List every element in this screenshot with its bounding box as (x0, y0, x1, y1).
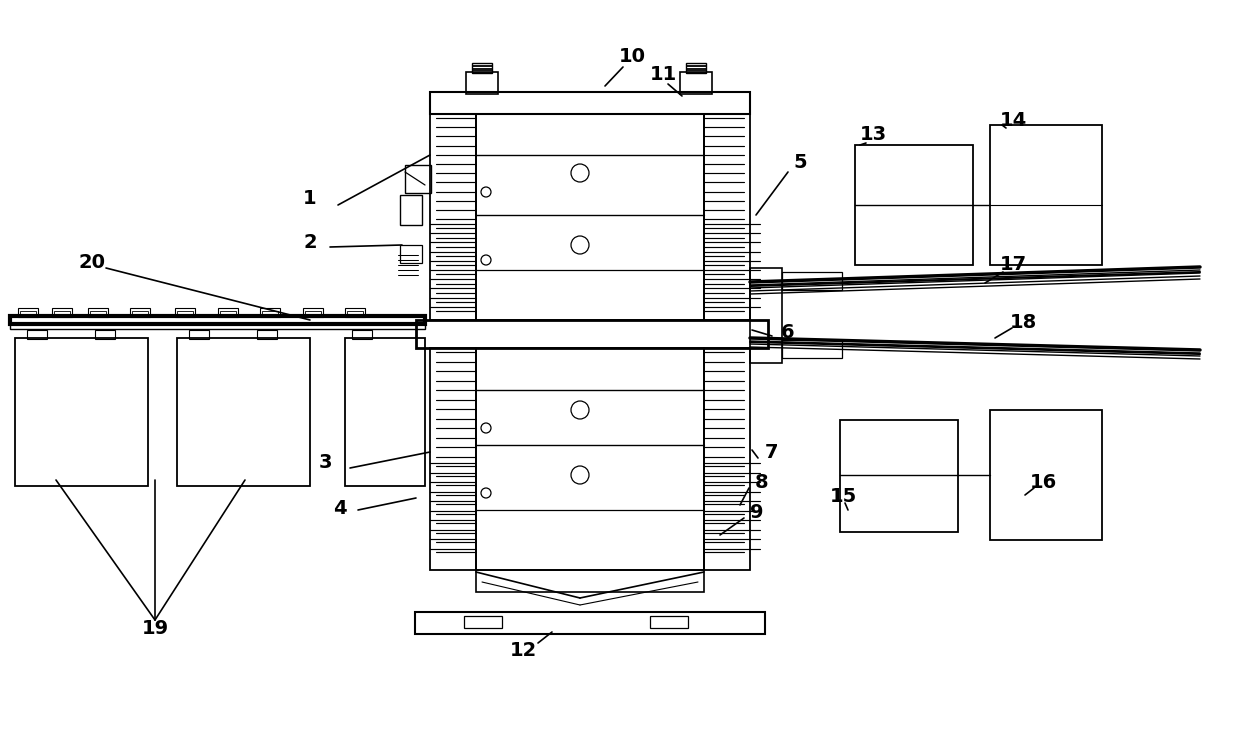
Text: 5: 5 (793, 154, 807, 172)
Text: 1: 1 (304, 189, 317, 207)
Bar (133, 311, 147, 316)
Bar (344, 338, 425, 486)
Text: 17: 17 (1000, 255, 1027, 275)
Bar (476, 570, 704, 592)
Text: 19: 19 (141, 618, 169, 638)
Bar (405, 165, 431, 193)
Bar (704, 114, 750, 320)
Bar (177, 311, 193, 316)
Text: 13: 13 (860, 125, 887, 145)
Bar (52, 308, 72, 317)
Bar (27, 330, 47, 339)
Bar (650, 616, 688, 628)
Bar (305, 311, 321, 316)
Bar (463, 616, 502, 628)
Text: 20: 20 (78, 252, 105, 272)
Bar (95, 330, 115, 339)
Bar (10, 324, 425, 329)
Text: 10: 10 (618, 48, 646, 66)
Bar (990, 410, 1101, 540)
Bar (352, 330, 372, 339)
Bar (990, 125, 1101, 265)
Text: 11: 11 (649, 64, 676, 84)
Bar (782, 340, 843, 358)
Bar (476, 348, 704, 570)
Bar (476, 114, 704, 320)
Text: 2: 2 (304, 233, 317, 251)
Bar (750, 268, 782, 363)
Bar (680, 72, 712, 94)
Text: 3: 3 (318, 454, 332, 472)
Bar (415, 612, 764, 634)
Bar (260, 308, 280, 317)
Bar (130, 308, 150, 317)
Bar (19, 308, 38, 317)
Text: 16: 16 (1030, 472, 1057, 492)
Bar (15, 338, 147, 486)
Bar (400, 245, 422, 263)
Bar (840, 420, 958, 532)
Bar (88, 308, 108, 317)
Bar (782, 272, 843, 290)
Bar (704, 348, 750, 570)
Bar (261, 311, 278, 316)
Text: 4: 4 (333, 498, 347, 518)
Bar (256, 330, 278, 339)
Text: 18: 18 (1010, 313, 1037, 331)
Bar (221, 311, 235, 316)
Text: 14: 14 (1000, 110, 1027, 130)
Text: 8: 8 (756, 474, 769, 492)
Bar (344, 308, 366, 317)
Bar (466, 72, 498, 94)
Text: 9: 9 (751, 504, 763, 522)
Bar (347, 311, 363, 316)
Bar (55, 311, 69, 316)
Bar (416, 320, 768, 348)
Bar (400, 195, 422, 225)
Bar (686, 63, 706, 73)
Bar (304, 308, 323, 317)
Bar (190, 330, 209, 339)
Bar (855, 145, 973, 265)
Bar (90, 311, 107, 316)
Bar (177, 338, 310, 486)
Bar (430, 114, 476, 320)
Bar (20, 311, 36, 316)
Bar (472, 63, 492, 73)
Text: 12: 12 (509, 641, 536, 659)
Text: 7: 7 (766, 444, 779, 463)
Bar (175, 308, 195, 317)
Bar (10, 316, 425, 324)
Bar (430, 348, 476, 570)
Text: 6: 6 (781, 322, 794, 342)
Text: 15: 15 (829, 487, 856, 507)
Bar (430, 92, 750, 114)
Bar (218, 308, 238, 317)
